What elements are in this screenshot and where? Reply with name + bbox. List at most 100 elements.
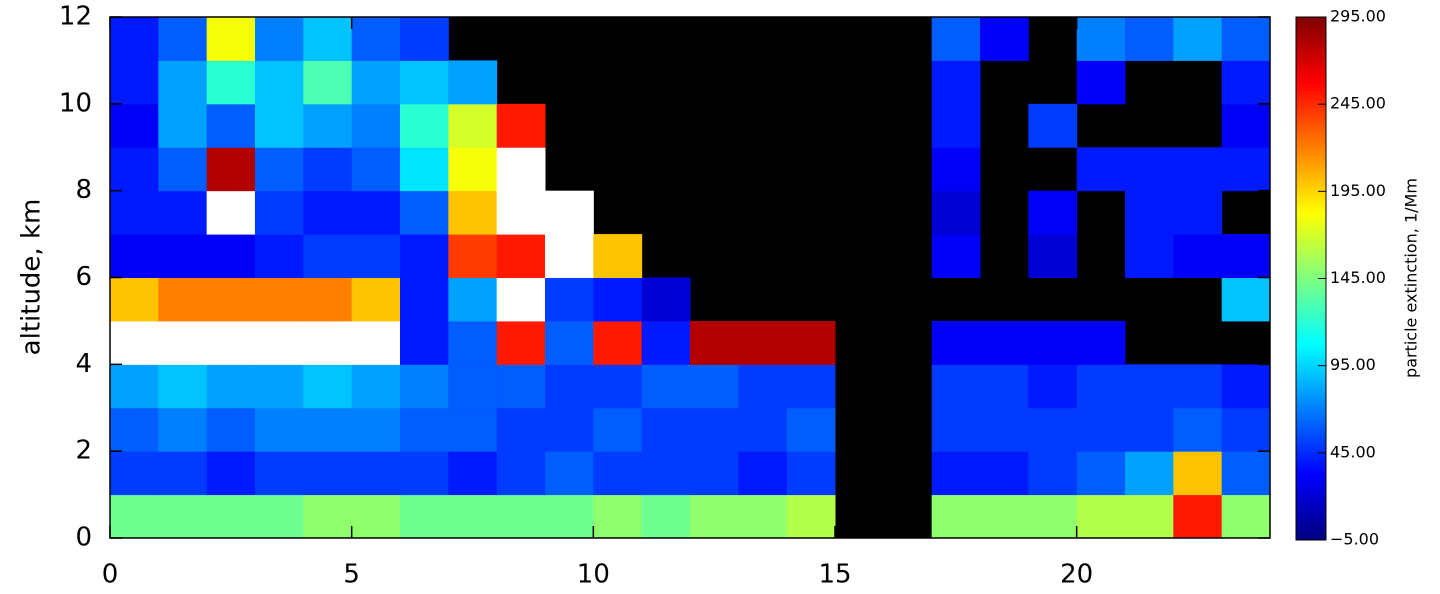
heatmap-cell <box>158 451 208 496</box>
heatmap-cell <box>400 494 449 539</box>
heatmap-cell <box>1125 234 1174 278</box>
colorbar-tick-label: 95.00 <box>1330 355 1376 374</box>
heatmap-cell <box>110 320 159 365</box>
heatmap-cell <box>786 451 836 496</box>
heatmap-cell <box>1221 103 1271 148</box>
heatmap-cell <box>158 494 208 539</box>
heatmap-cell <box>641 407 691 452</box>
heatmap-cell <box>303 364 353 409</box>
heatmap-cell <box>1076 364 1126 409</box>
heatmap-cell <box>158 277 208 322</box>
heatmap-cell <box>400 320 449 365</box>
y-tick-label: 10 <box>59 88 92 118</box>
heatmap-cell <box>400 407 449 452</box>
heatmap-cell <box>1173 147 1223 192</box>
heatmap-cell <box>545 190 594 235</box>
heatmap-cell <box>641 494 691 539</box>
heatmap-cell <box>206 234 256 278</box>
heatmap-cell <box>545 451 594 496</box>
heatmap-cell <box>641 277 691 322</box>
heatmap-cell <box>110 364 159 409</box>
heatmap-cell <box>496 234 546 278</box>
x-tick-label: 0 <box>102 560 119 590</box>
heatmap-cell <box>1173 17 1223 61</box>
heatmap-cell <box>158 234 208 278</box>
heatmap-cell <box>110 103 159 148</box>
heatmap-cell <box>448 147 498 192</box>
heatmap-cell <box>593 407 643 452</box>
heatmap-cell <box>980 17 1029 61</box>
heatmap-cell <box>303 277 353 322</box>
y-tick-label: 12 <box>59 2 92 32</box>
heatmap-cell <box>400 277 449 322</box>
heatmap-cell <box>255 60 304 105</box>
heatmap-cell <box>206 407 256 452</box>
colorbar-tick-label: 295.00 <box>1330 7 1386 26</box>
y-axis-label: altitude, km <box>17 199 47 356</box>
heatmap-cell <box>351 277 401 322</box>
heatmap-cell <box>255 451 304 496</box>
heatmap-cell <box>641 451 691 496</box>
heatmap-cell <box>1173 364 1223 409</box>
heatmap-cell <box>400 147 449 192</box>
heatmap-cell <box>206 60 256 105</box>
heatmap-cell <box>1173 407 1223 452</box>
heatmap-cell <box>1221 277 1271 322</box>
heatmap-cell <box>351 494 401 539</box>
heatmap-cell <box>206 103 256 148</box>
x-tick-label: 10 <box>577 560 610 590</box>
heatmap-cell <box>931 451 981 496</box>
heatmap-cell <box>738 320 788 365</box>
heatmap-cell <box>255 407 304 452</box>
heatmap-cell <box>1076 60 1126 105</box>
heatmap-cell <box>303 234 353 278</box>
heatmap-cell <box>496 364 546 409</box>
heatmap-cell <box>303 190 353 235</box>
x-tick-label: 20 <box>1060 560 1093 590</box>
heatmap-cell <box>351 407 401 452</box>
heatmap-cell <box>255 277 304 322</box>
heatmap-cell <box>980 407 1029 452</box>
heatmap-cell <box>303 17 353 61</box>
colorbar-tick-label: 195.00 <box>1330 181 1386 200</box>
heatmap-cell <box>255 103 304 148</box>
heatmap-cell <box>303 451 353 496</box>
heatmap-cell <box>351 17 401 61</box>
heatmap-cell <box>158 190 208 235</box>
heatmap-cell <box>351 234 401 278</box>
heatmap-cell <box>690 320 739 365</box>
heatmap-cell <box>1173 190 1223 235</box>
heatmap-cell <box>400 451 449 496</box>
heatmap-cell <box>158 320 208 365</box>
heatmap-cell <box>206 147 256 192</box>
heatmap-cell <box>593 277 643 322</box>
heatmap-cell <box>593 234 643 278</box>
heatmap-cell <box>400 17 449 61</box>
heatmap-cell <box>110 494 159 539</box>
heatmap-cell <box>206 451 256 496</box>
heatmap-cell <box>448 451 498 496</box>
heatmap-cell <box>448 234 498 278</box>
colorbar-tick-label: 145.00 <box>1330 268 1386 287</box>
heatmap-cell <box>1125 494 1174 539</box>
heatmap-cell <box>1125 147 1174 192</box>
heatmap-cell <box>931 147 981 192</box>
heatmap-cell <box>110 234 159 278</box>
heatmap-cell <box>255 234 304 278</box>
heatmap-cell <box>206 17 256 61</box>
heatmap-cell <box>931 407 981 452</box>
heatmap-cell <box>738 494 788 539</box>
heatmap-cell <box>931 494 981 539</box>
heatmap-cell <box>1028 451 1078 496</box>
heatmap-cell <box>448 364 498 409</box>
heatmap-cell <box>206 320 256 365</box>
heatmap-cell <box>255 364 304 409</box>
heatmap-cell <box>1125 407 1174 452</box>
heatmap-cell <box>738 451 788 496</box>
heatmap-cell <box>351 60 401 105</box>
heatmap-cell <box>545 320 594 365</box>
heatmap-cell <box>206 494 256 539</box>
heatmap-cell <box>255 17 304 61</box>
heatmap-cell <box>1173 494 1223 539</box>
